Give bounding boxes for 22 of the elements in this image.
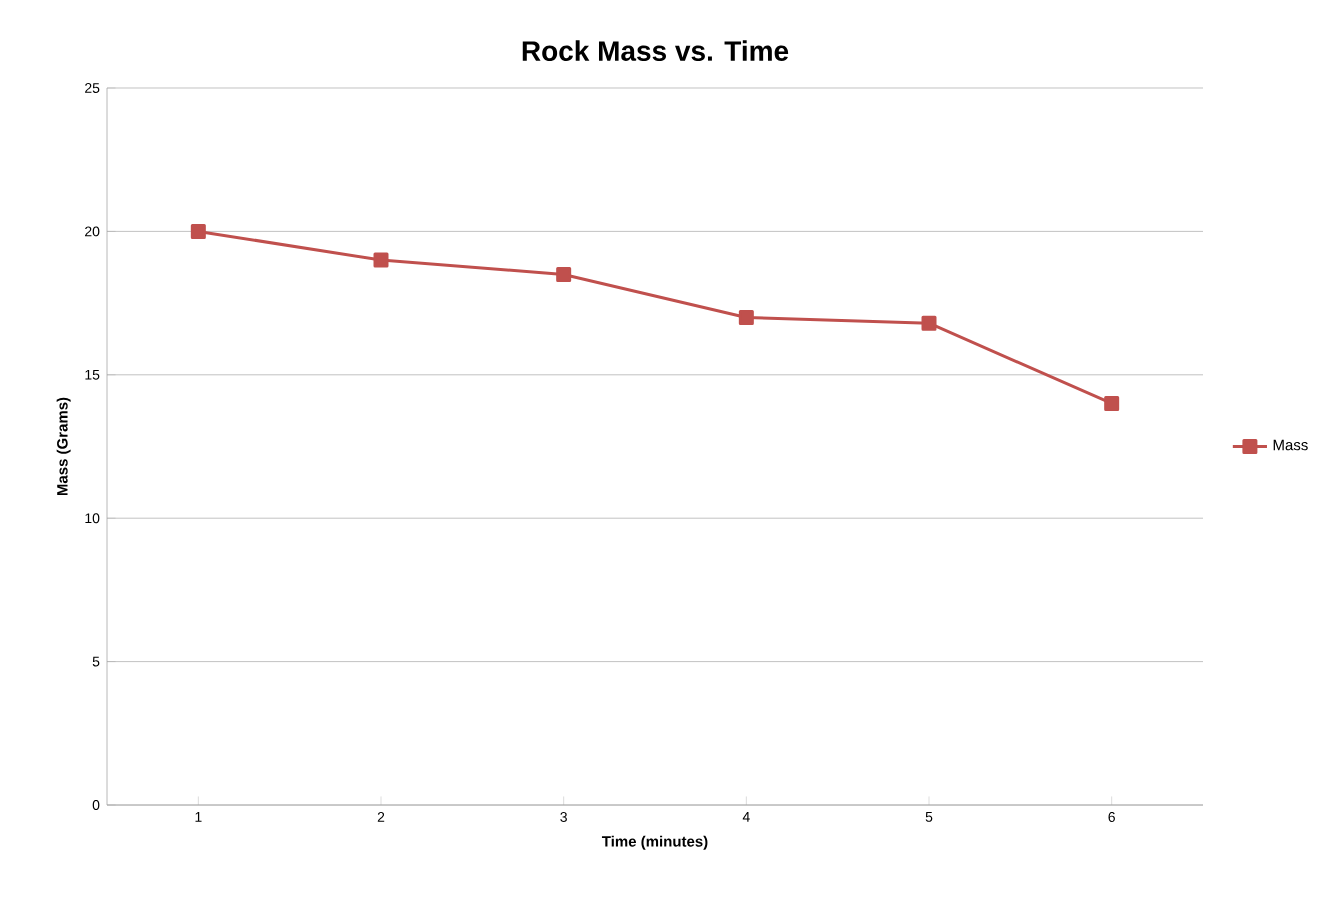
point [1104, 395, 1120, 411]
point [373, 252, 389, 268]
y-tick-label: 15 [85, 369, 100, 380]
y-tick-label: 0 [92, 800, 100, 810]
y-tick-label: 5 [92, 656, 100, 667]
x-tick-label: 6 [1108, 812, 1115, 822]
legend-label: Mass [1273, 439, 1308, 451]
point [190, 223, 206, 239]
x-tick-label: 2 [377, 812, 385, 822]
x-tick-label: 3 [560, 812, 567, 822]
y-tick-label: 10 [85, 513, 100, 524]
x-tick-label: 1 [195, 812, 202, 822]
chart-title: Rock Mass vs. Time [522, 40, 789, 61]
x-axis-title: Time (minutes) [601, 835, 708, 850]
point [921, 315, 937, 331]
point [556, 266, 572, 282]
y-axis-title: Mass (Grams) [56, 397, 71, 496]
x-tick-label: 5 [925, 812, 933, 822]
y-tick-label: 25 [85, 83, 100, 93]
point [738, 309, 754, 325]
y-tick-label: 20 [85, 226, 100, 237]
x-tick-label: 4 [742, 812, 750, 822]
